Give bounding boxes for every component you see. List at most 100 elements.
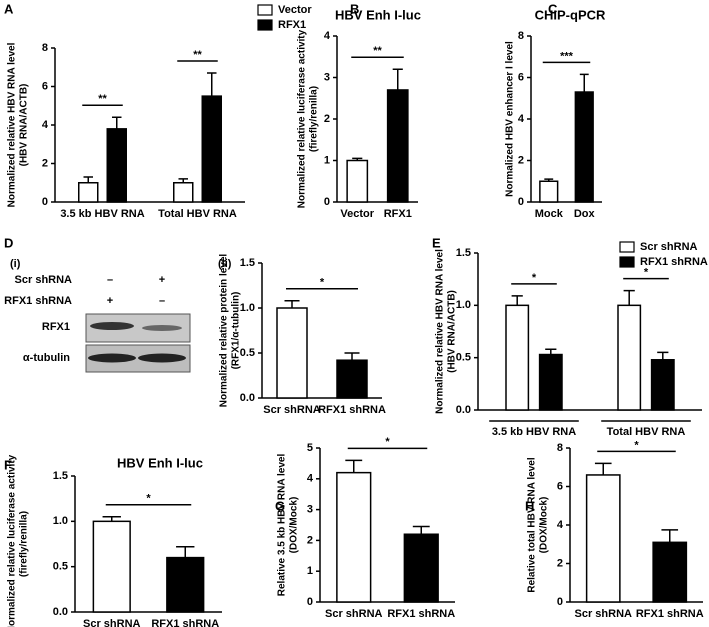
error-bar bbox=[176, 545, 195, 558]
y-tick-label: 1.0 bbox=[240, 302, 255, 314]
x-tick-label: Mock bbox=[535, 208, 564, 220]
x-tick-label: Scr shRNA bbox=[325, 608, 383, 620]
lane-sign: – bbox=[159, 295, 165, 307]
y-tick-label: 3 bbox=[307, 504, 313, 516]
legend-label: Vector bbox=[278, 4, 312, 16]
bar bbox=[505, 304, 530, 411]
y-tick-label: 0 bbox=[518, 196, 524, 208]
significance-label: *** bbox=[560, 50, 574, 62]
y-tick-label: 0 bbox=[307, 596, 313, 608]
error-bar bbox=[112, 116, 122, 129]
bar bbox=[336, 471, 372, 603]
y-axis-label: Normalized relative protein level bbox=[219, 254, 230, 408]
error-bar bbox=[657, 351, 669, 360]
y-tick-label: 0 bbox=[557, 596, 563, 608]
significance-label: ** bbox=[193, 49, 202, 61]
y-tick-label: 4 bbox=[518, 113, 525, 125]
bar bbox=[106, 128, 127, 203]
y-tick-label: 2 bbox=[307, 534, 313, 546]
y-tick-label: 1.5 bbox=[53, 470, 68, 482]
significance-label: * bbox=[644, 267, 649, 279]
error-bar bbox=[284, 300, 300, 308]
bar bbox=[201, 95, 222, 203]
x-tick-label: RFX1 shRNA bbox=[318, 404, 386, 416]
y-axis-label: Normalized HBV enhancer I level bbox=[505, 41, 516, 197]
bar bbox=[386, 89, 409, 203]
significance-label: ** bbox=[98, 93, 107, 105]
y-tick-label: 8 bbox=[42, 42, 48, 54]
bar bbox=[92, 520, 131, 613]
y-tick-label: 8 bbox=[557, 442, 563, 454]
y-tick-label: 4 bbox=[307, 473, 314, 485]
x-tick-label: 3.5 kb HBV RNA bbox=[60, 208, 144, 220]
lane-sign: + bbox=[107, 295, 113, 307]
y-tick-label: 0.0 bbox=[240, 392, 255, 404]
error-bar bbox=[412, 525, 430, 535]
y-tick-label: 0.5 bbox=[53, 561, 68, 573]
x-tick-label: Total HBV RNA bbox=[607, 426, 686, 438]
y-tick-label: 3 bbox=[324, 71, 330, 83]
y-axis-label: Relative total HBV RNA level bbox=[527, 457, 538, 592]
y-tick-label: 6 bbox=[42, 80, 48, 92]
panel-label: A bbox=[4, 1, 14, 16]
legend-label: Scr shRNA bbox=[640, 241, 698, 253]
error-bar bbox=[623, 289, 635, 306]
y-axis-label: Normalized relative luciferase activity bbox=[7, 454, 18, 627]
y-tick-label: 2 bbox=[557, 557, 563, 569]
bar bbox=[78, 182, 99, 203]
panel-label: F bbox=[4, 457, 12, 472]
y-axis-label: (RFX1/α-tubulin) bbox=[231, 292, 242, 370]
significance-label: * bbox=[532, 272, 537, 284]
subpanel-label: (i) bbox=[10, 258, 21, 270]
blot-band bbox=[138, 353, 186, 363]
bar bbox=[336, 359, 368, 399]
y-axis-label: (DOX/Mock) bbox=[289, 497, 300, 554]
y-tick-label: 0.0 bbox=[456, 404, 471, 416]
y-axis-label: Normalized relative HBV RNA level bbox=[435, 249, 446, 414]
panel-label: G bbox=[275, 498, 285, 513]
x-tick-label: RFX1 shRNA bbox=[636, 608, 704, 620]
panel-label: (ii) bbox=[218, 258, 232, 270]
y-axis-label: Normalized relative HBV RNA level bbox=[7, 42, 18, 207]
y-tick-label: 0.0 bbox=[53, 606, 68, 618]
x-tick-label: Scr shRNA bbox=[575, 608, 633, 620]
significance-label: ** bbox=[373, 45, 382, 57]
x-tick-label: RFX1 shRNA bbox=[387, 608, 455, 620]
y-axis-label: (HBV RNA/ACTB) bbox=[19, 84, 30, 167]
x-tick-label: Total HBV RNA bbox=[158, 208, 237, 220]
legend-swatch bbox=[619, 241, 635, 253]
y-tick-label: 2 bbox=[324, 113, 330, 125]
bar bbox=[173, 182, 194, 203]
bar bbox=[652, 541, 688, 603]
bar bbox=[585, 474, 621, 603]
legend-swatch bbox=[619, 256, 635, 268]
y-tick-label: 1.0 bbox=[456, 299, 471, 311]
x-tick-label: 3.5 kb HBV RNA bbox=[492, 426, 576, 438]
panel-label: B bbox=[350, 1, 359, 16]
panel-label: D bbox=[4, 235, 13, 250]
chart-title: CHIP-qPCR bbox=[535, 7, 606, 22]
x-tick-label: Dox bbox=[574, 208, 596, 220]
error-bar bbox=[661, 529, 679, 543]
significance-label: * bbox=[634, 439, 639, 451]
y-tick-label: 8 bbox=[518, 30, 524, 42]
y-tick-label: 4 bbox=[42, 119, 49, 131]
y-tick-label: 0.5 bbox=[456, 352, 471, 364]
y-tick-label: 6 bbox=[557, 480, 563, 492]
lane-sign: + bbox=[159, 274, 165, 286]
bar bbox=[166, 556, 205, 613]
y-tick-label: 0.5 bbox=[240, 347, 255, 359]
error-bar bbox=[178, 178, 188, 183]
bar bbox=[539, 180, 559, 203]
y-tick-label: 4 bbox=[557, 519, 564, 531]
error-bar bbox=[544, 178, 554, 182]
error-bar bbox=[102, 516, 121, 522]
chart-title: HBV Enh I-luc bbox=[117, 455, 203, 470]
blot-band bbox=[88, 353, 136, 363]
y-tick-label: 1.5 bbox=[456, 247, 471, 259]
bar bbox=[346, 159, 369, 203]
error-bar bbox=[392, 68, 403, 90]
error-bar bbox=[352, 157, 363, 161]
x-tick-label: Scr shRNA bbox=[263, 404, 321, 416]
legend-swatch bbox=[257, 19, 273, 31]
